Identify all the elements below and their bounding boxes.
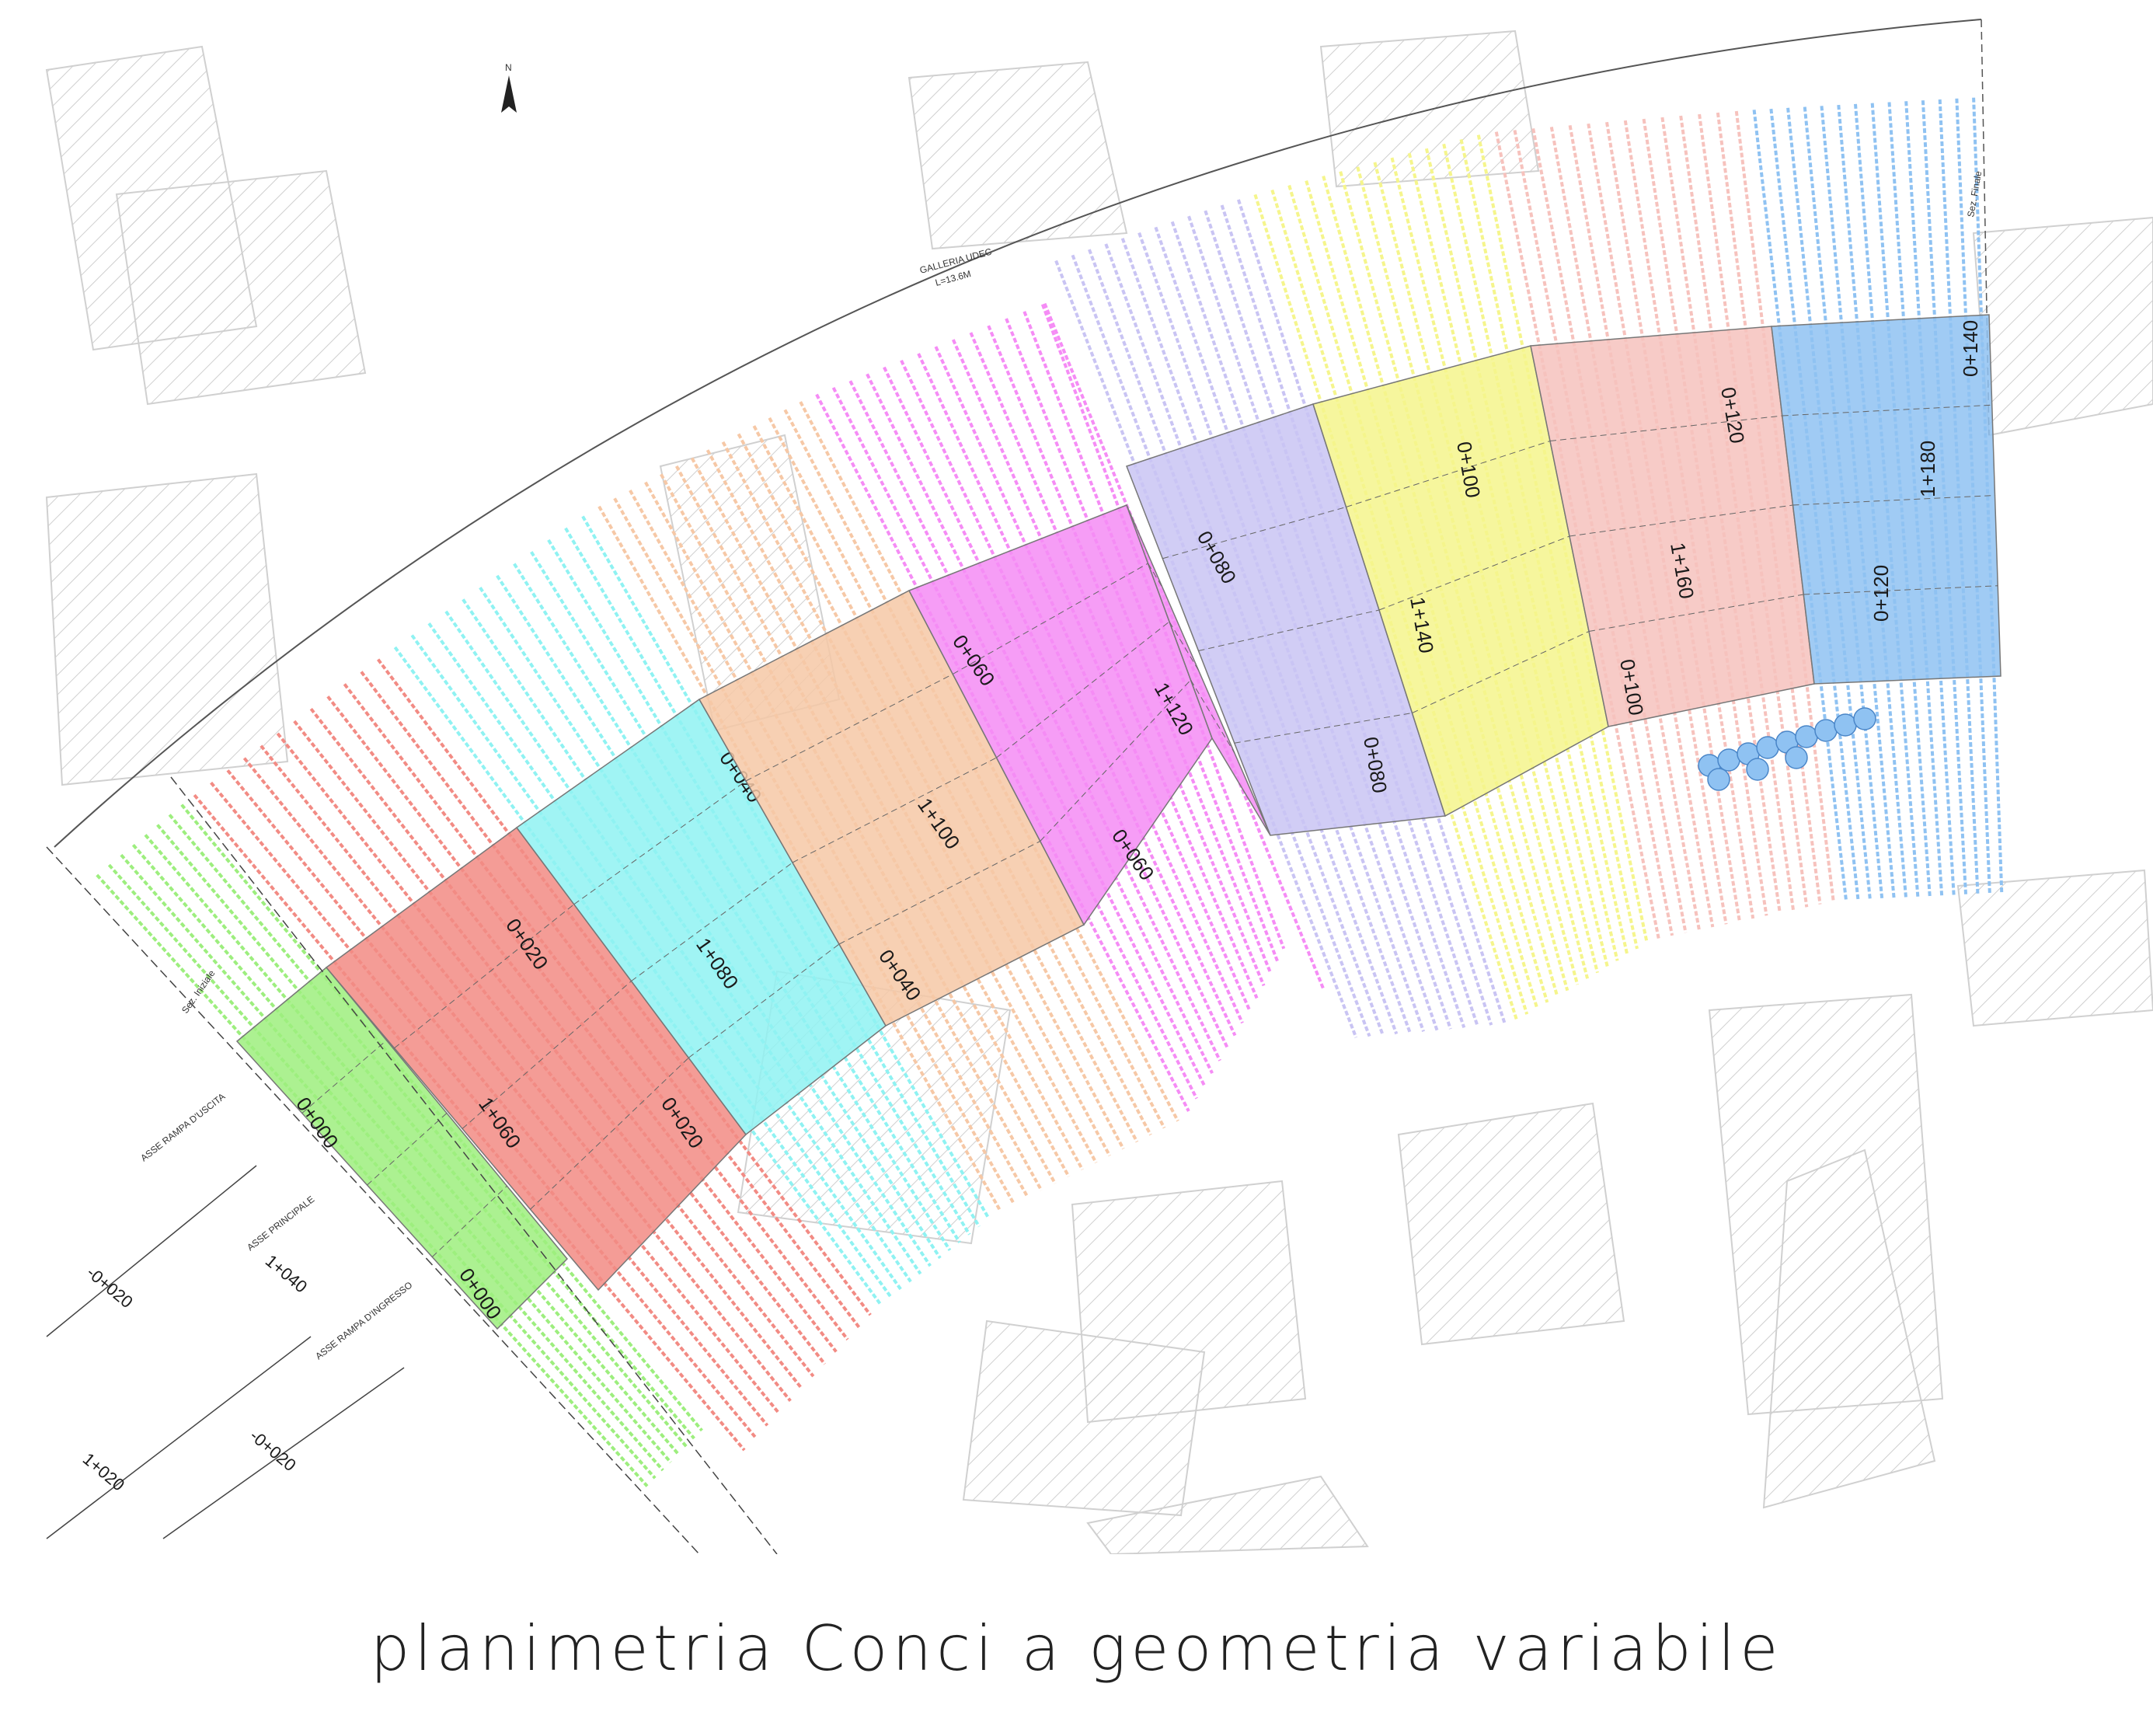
pile-line-yellow xyxy=(1322,176,1559,997)
segment-inner-line xyxy=(1792,495,1995,506)
chainage-left-1: 1+040 xyxy=(262,1251,311,1297)
pile-line-lavender xyxy=(1220,204,1493,1026)
axis-lines xyxy=(46,776,778,1554)
pile-line-lavender xyxy=(1236,199,1507,1025)
pile-line-pink xyxy=(1494,131,1660,939)
segment-inner-line xyxy=(745,674,953,782)
pile-line-magenta xyxy=(969,332,1259,999)
north-arrow-icon: N xyxy=(501,62,517,113)
pile-line-pink xyxy=(1623,120,1755,919)
segment-inner-line xyxy=(1803,585,1998,595)
pile-line-peach xyxy=(629,490,1029,1198)
gallery-outline xyxy=(54,19,1982,848)
segment-0-green xyxy=(235,966,569,1330)
pile-line-yellow xyxy=(1476,134,1649,943)
segment-inner-line xyxy=(1378,535,1570,611)
section-end-label: Sez. Finale xyxy=(1965,170,1984,218)
segment-inner-line xyxy=(1040,679,1191,842)
gallery-sublabel: L=13.6M xyxy=(934,268,972,288)
segment-inner-line xyxy=(394,904,575,1049)
pile-line-green xyxy=(107,863,657,1480)
pile-line-yellow xyxy=(1339,171,1569,992)
blue-pile-cluster xyxy=(1698,707,1876,791)
pile-line-peach xyxy=(613,497,1016,1205)
chainage-left-2: -0+020 xyxy=(246,1426,300,1476)
pile-line-cyan xyxy=(581,515,991,1220)
segment-inner-line xyxy=(530,1057,689,1210)
pile-line-magenta xyxy=(1023,311,1279,962)
pile-line-pink xyxy=(1513,130,1674,936)
segment-inner-line xyxy=(462,981,632,1129)
pile-line-lavender xyxy=(1071,254,1371,1037)
axis-ingresso-label: ASSE RAMPA D'INGRESSO xyxy=(313,1279,414,1361)
segment-inner-line xyxy=(301,1040,387,1114)
segment-inner-line xyxy=(953,563,1148,675)
segment-inner-line xyxy=(1346,441,1551,507)
segment-inner-line xyxy=(1190,679,1235,754)
segment-inner-line xyxy=(838,841,1040,945)
segment-inner-line xyxy=(688,943,840,1058)
segment-inner-line xyxy=(1162,507,1346,559)
pile-line-red xyxy=(360,671,861,1329)
pile-line-lavender xyxy=(1154,226,1439,1031)
segment-inner-line xyxy=(996,621,1170,758)
segment-inner-line xyxy=(573,780,747,905)
pile-line-magenta xyxy=(866,373,1214,1074)
segment-inner-line xyxy=(1588,594,1804,632)
pile-line-magenta xyxy=(1043,302,1325,989)
segment-inner-line xyxy=(367,1113,448,1186)
north-label: N xyxy=(505,62,512,73)
segment-inner-line xyxy=(631,862,793,981)
pile-line-red xyxy=(226,769,769,1427)
axis-uscita-label: ASSE RAMPA D'USCITA xyxy=(138,1091,227,1163)
segment-9-chainage-0: 0+140 xyxy=(1959,320,1982,377)
segment-inner-line xyxy=(1782,404,1992,417)
pile-line-red xyxy=(293,720,815,1378)
segment-inner-line xyxy=(1549,415,1782,441)
segment-inner-line xyxy=(1198,609,1380,651)
segment-inner-line xyxy=(1569,504,1793,537)
pile-line-red xyxy=(210,781,758,1439)
segment-inner-line xyxy=(1412,631,1590,713)
pile-line-yellow xyxy=(1253,193,1519,1021)
segment-9-chainage-2: 0+120 xyxy=(1869,565,1893,622)
chainage-left-3: 1+020 xyxy=(79,1449,128,1495)
pile-line-peach xyxy=(597,505,1002,1212)
pile-line-magenta xyxy=(917,353,1237,1037)
segment-9-chainage-1: 1+180 xyxy=(1916,441,1939,497)
pile-line-magenta xyxy=(815,393,1190,1112)
drawing-caption: planimetria Conci a geometria variabile xyxy=(370,1612,1783,1685)
segment-inner-line xyxy=(1148,563,1163,588)
segment-inner-line xyxy=(792,757,997,863)
segment-9-blue xyxy=(1771,314,2001,685)
segment-inner-line xyxy=(431,1185,507,1257)
pile-line-green xyxy=(96,873,649,1487)
axis-principale-label: ASSE PRINCIPALE xyxy=(245,1194,316,1253)
pile-line-yellow xyxy=(1270,189,1529,1015)
